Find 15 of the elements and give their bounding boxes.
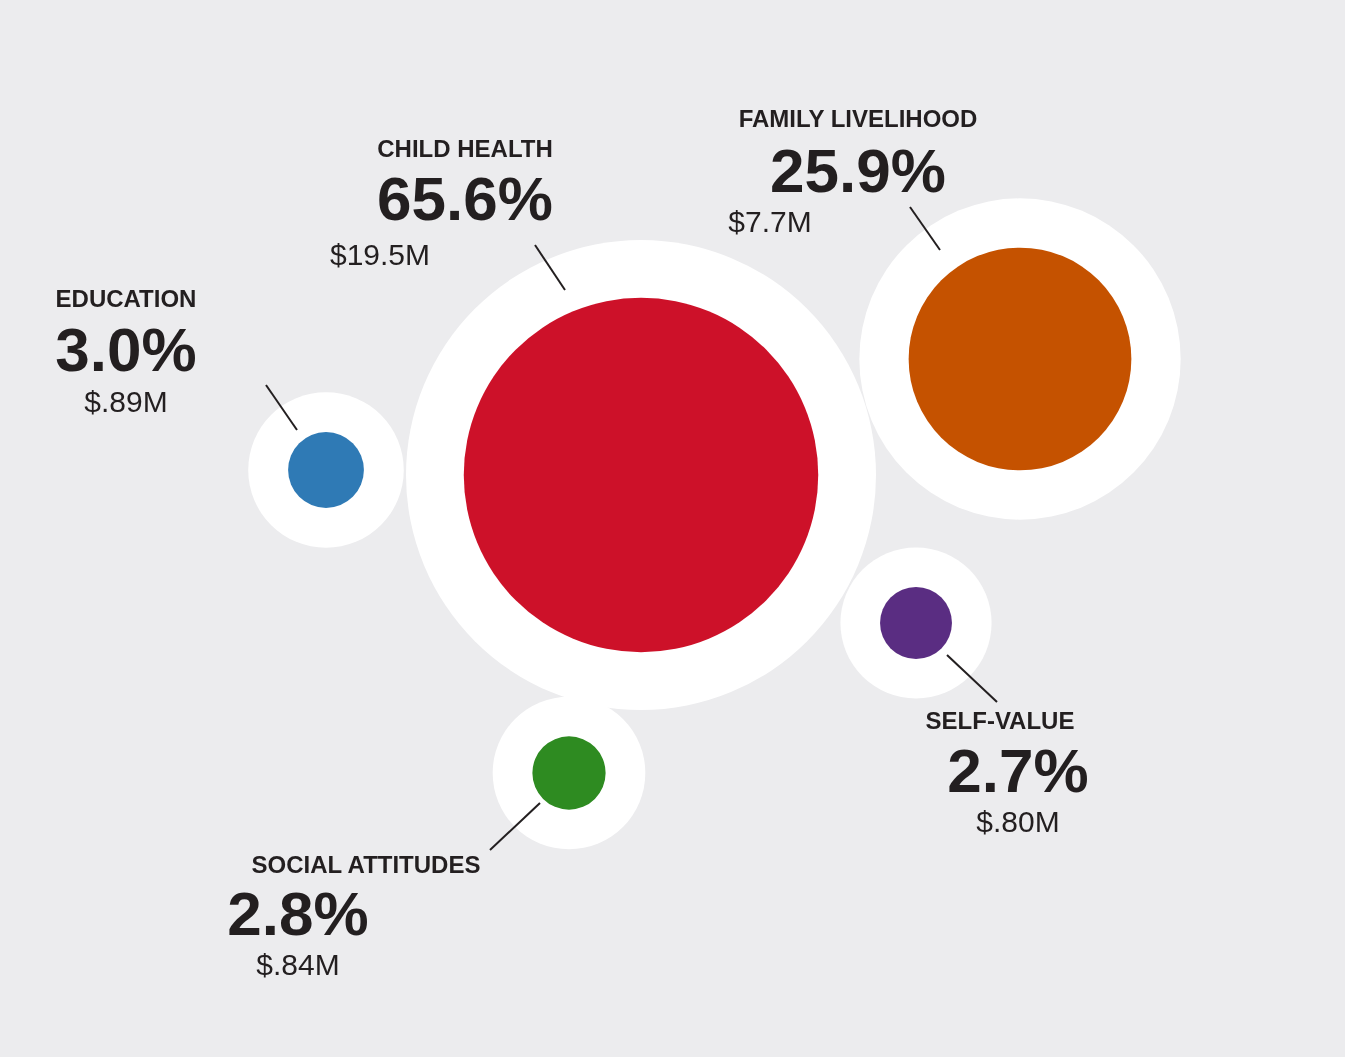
category-label: SELF-VALUE xyxy=(925,707,1075,734)
category-label: EDUCATION xyxy=(55,285,197,312)
text: $.84M xyxy=(256,948,340,981)
text: $.80M xyxy=(976,805,1060,838)
data-label: 2.8% xyxy=(227,879,369,948)
text: $19.5M xyxy=(329,238,431,271)
category-label: SOCIAL ATTITUDES xyxy=(251,851,481,878)
category-label: CHILD HEALTH xyxy=(377,135,553,162)
category-label: FAMILY LIVELIHOOD xyxy=(738,105,978,132)
data-label: 25.9% xyxy=(770,136,946,205)
data-label: 2.7% xyxy=(947,736,1089,805)
data-label: 3.0% xyxy=(55,315,197,384)
text: $.89M xyxy=(84,385,168,418)
text: $7.7M xyxy=(728,205,812,238)
data-label: 65.6% xyxy=(377,164,553,233)
